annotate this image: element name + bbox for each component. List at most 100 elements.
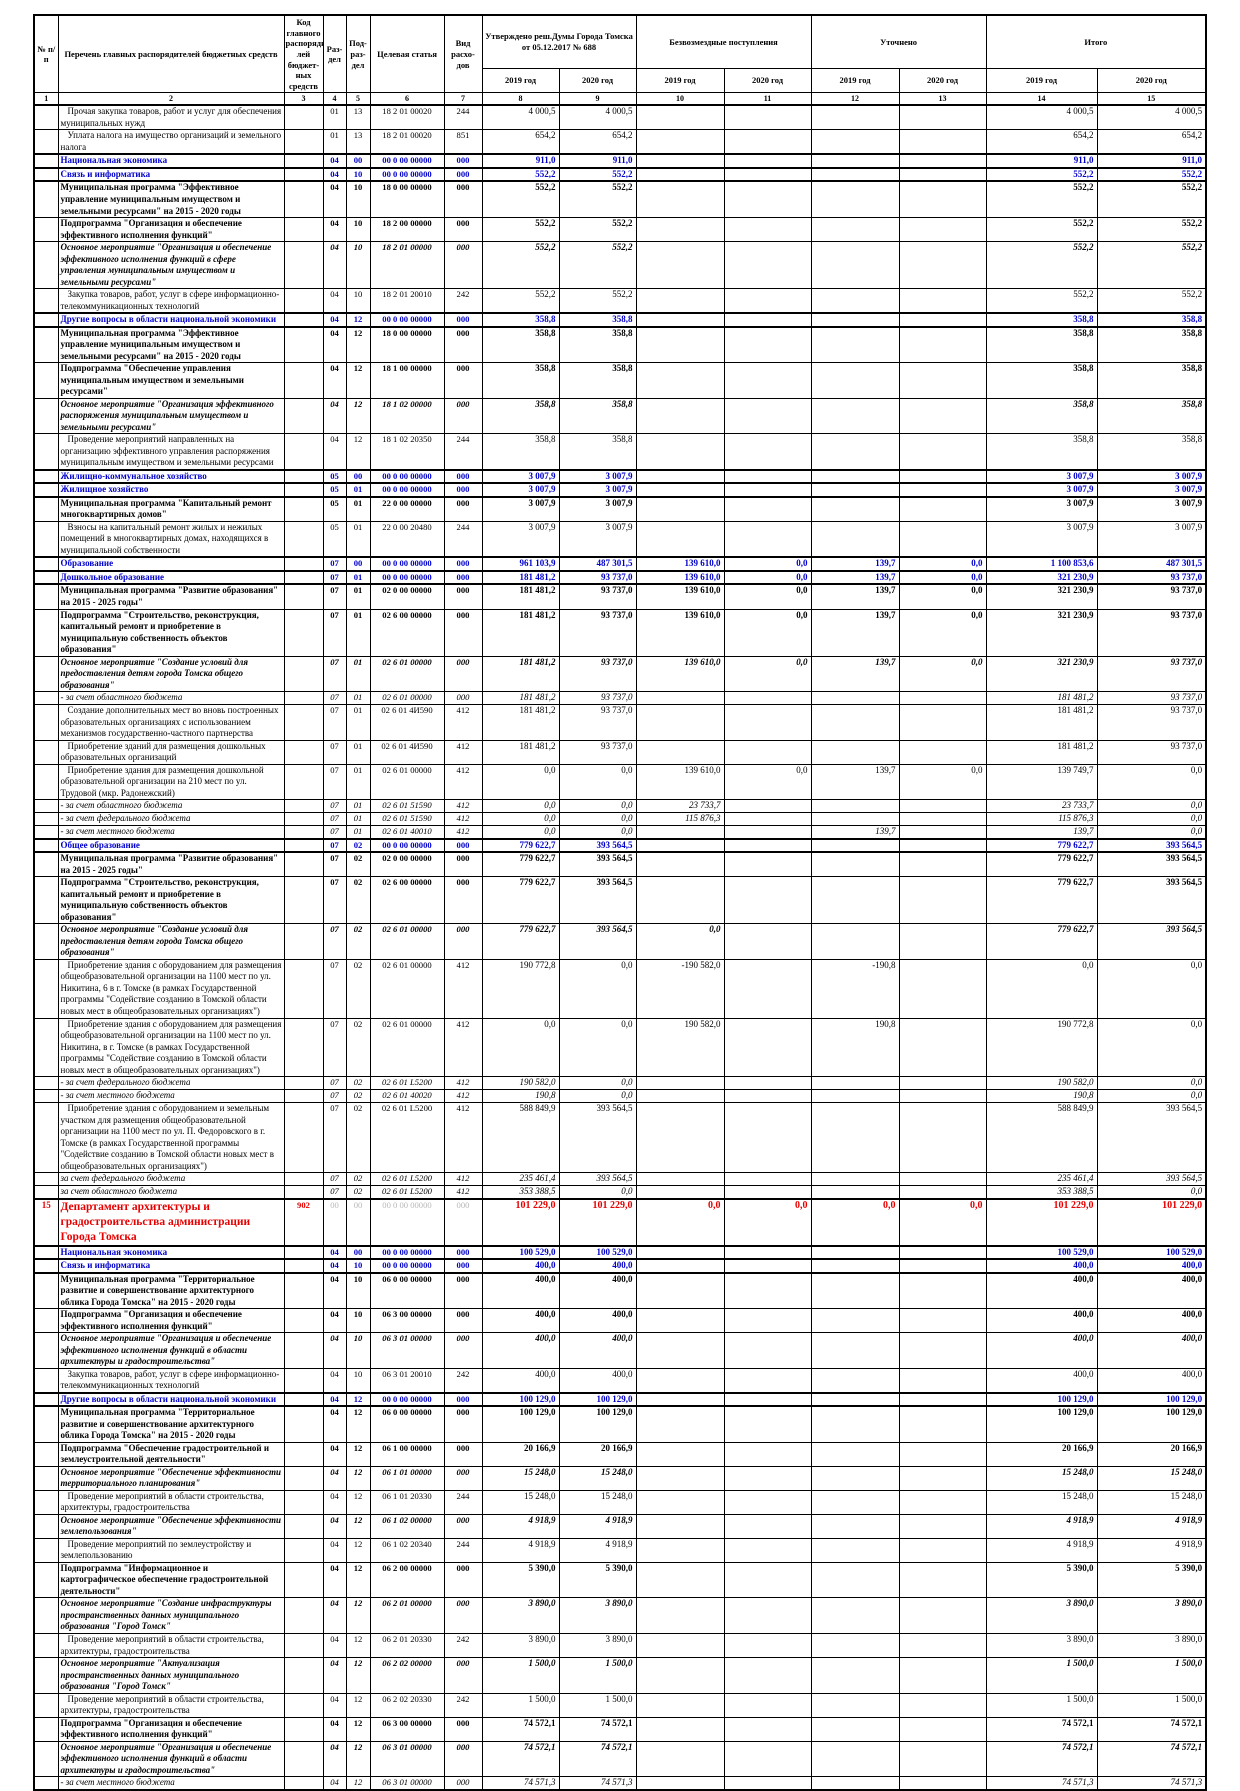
amount-cell (810, 1561, 900, 1599)
amount-cell: 1 100 853,6 (985, 556, 1098, 572)
amount-cell: 5 390,0 (558, 1561, 637, 1599)
budget-code: 00 (345, 1197, 371, 1247)
grbs-code (283, 129, 324, 155)
amount-cell (723, 1716, 812, 1742)
budget-code: 02 6 01 00000 (369, 923, 445, 960)
amount-cell: 100 129,0 (1096, 1391, 1207, 1408)
budget-code: 12 (345, 1465, 371, 1491)
amount-cell (898, 1102, 987, 1174)
budget-code: 000 (443, 691, 483, 706)
row-label: Приобретение здания с оборудованием для … (57, 958, 285, 1019)
amount-cell: 0,0 (558, 1185, 637, 1200)
amount-cell: 139 610,0 (635, 583, 725, 610)
amount-cell: 0,0 (898, 556, 987, 572)
amount-cell: 93 737,0 (558, 570, 637, 586)
budget-code: 412 (443, 1089, 483, 1104)
amount-cell (898, 166, 987, 183)
amount-cell (723, 1692, 812, 1718)
row-number (33, 570, 59, 586)
budget-code: 00 0 00 00000 (369, 556, 445, 572)
amount-cell (898, 739, 987, 765)
budget-code: 01 (345, 704, 371, 741)
row-label: Подпрограмма "Строительство, реконструкц… (57, 876, 285, 925)
amount-cell (635, 1740, 725, 1778)
amount-cell (635, 397, 725, 435)
amount-cell (723, 1561, 812, 1599)
amount-cell: 1 500,0 (558, 1692, 637, 1718)
amount-cell: 358,8 (558, 326, 637, 364)
amount-cell: 400,0 (985, 1258, 1098, 1274)
budget-code: 10 (345, 288, 371, 314)
amount-cell: 321 230,9 (985, 608, 1098, 657)
budget-code: 06 3 01 20010 (369, 1367, 445, 1394)
amount-cell: 4 000,5 (481, 104, 560, 131)
table-row: Приобретение здания для размещения дошко… (33, 763, 1207, 801)
amount-cell (723, 468, 812, 485)
row-label: Приобретение зданий для размещения дошко… (57, 739, 285, 765)
row-number (33, 1102, 59, 1174)
table-row: Взносы на капитальный ремонт жилых и неж… (33, 520, 1207, 558)
amount-cell (810, 1102, 900, 1174)
grbs-code (283, 1244, 324, 1260)
budget-code: 12 (345, 1776, 371, 1791)
budget-code: 06 3 01 00000 (369, 1776, 445, 1791)
grbs-code (283, 1692, 324, 1718)
row-label: Приобретение здания с оборудованием и зе… (57, 1102, 285, 1174)
row-label: Подпрограмма "Организация и обеспечение … (57, 1308, 285, 1334)
amount-cell: 100 529,0 (1096, 1244, 1207, 1260)
budget-code: 04 (322, 166, 347, 183)
grbs-code (283, 180, 324, 219)
amount-cell (635, 1367, 725, 1394)
budget-code: 02 (345, 1017, 371, 1078)
grbs-code (283, 851, 324, 878)
amount-cell: 0,0 (558, 799, 637, 814)
row-number (33, 104, 59, 131)
amount-cell (898, 812, 987, 827)
row-label: - за счет федерального бюджета (57, 812, 285, 827)
amount-cell: 93 737,0 (1096, 691, 1207, 706)
row-number (33, 583, 59, 610)
amount-cell (898, 1740, 987, 1778)
amount-cell (810, 1465, 900, 1491)
row-number (33, 958, 59, 1019)
amount-cell (810, 312, 900, 328)
amount-cell (898, 1258, 987, 1274)
row-number (33, 1185, 59, 1200)
row-label: - за счет местного бюджета (57, 825, 285, 840)
row-number (33, 241, 59, 290)
row-label: Уплата налога на имущество организаций и… (57, 129, 285, 155)
amount-cell (898, 1272, 987, 1310)
budget-code: 01 (345, 655, 371, 693)
grbs-code (283, 799, 324, 814)
table-row: Жилищное хозяйство 05 01 00 0 00 00000 000 3 … (33, 482, 1207, 498)
amount-cell (810, 433, 900, 471)
grbs-code (283, 570, 324, 586)
amount-cell: 190 772,8 (481, 958, 560, 1019)
amount-cell (898, 1776, 987, 1791)
table-row: за счет федерального бюджета 07 02 02 6 01 … (33, 1172, 1207, 1187)
budget-code: 412 (443, 1185, 483, 1200)
amount-cell (898, 1561, 987, 1599)
amount-cell: 779 622,7 (985, 923, 1098, 960)
grbs-code (283, 104, 324, 131)
table-row: Основное мероприятие "Обеспечение эффект… (33, 1465, 1207, 1491)
amount-cell: 74 572,1 (985, 1740, 1098, 1778)
amount-cell (898, 217, 987, 243)
amount-cell: 5 390,0 (1096, 1561, 1207, 1599)
amount-cell (898, 1244, 987, 1260)
row-label: Муниципальная программа "Территориальное… (57, 1272, 285, 1310)
budget-code: 244 (443, 1489, 483, 1515)
grbs-code (283, 312, 324, 328)
amount-cell (898, 1465, 987, 1491)
amount-cell (723, 739, 812, 765)
amount-cell (723, 482, 812, 498)
grbs-code (283, 583, 324, 610)
amount-cell: 1 500,0 (985, 1692, 1098, 1718)
amount-cell (898, 1657, 987, 1694)
table-row: Создание дополнительных мест во вновь по… (33, 704, 1207, 741)
amount-cell: 400,0 (481, 1367, 560, 1394)
table-row: Подпрограмма "Обеспечение градостроитель… (33, 1441, 1207, 1467)
amount-cell (635, 217, 725, 243)
budget-code: 07 (322, 799, 347, 814)
budget-code: 02 6 01 L5200 (369, 1076, 445, 1091)
